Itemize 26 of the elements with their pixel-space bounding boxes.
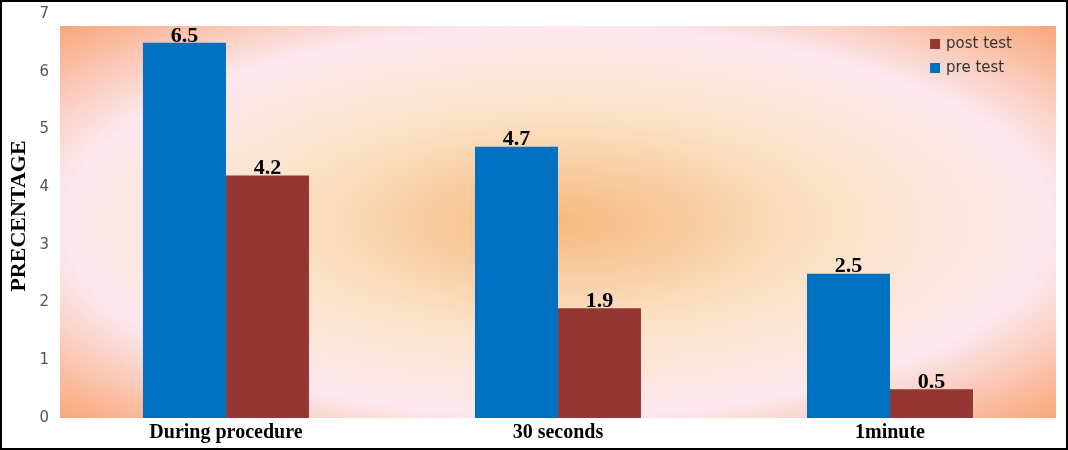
data-label: 6.5 [170, 21, 199, 47]
y-tick-label: 5 [39, 119, 49, 138]
bar [225, 175, 309, 418]
y-tick-label: 0 [39, 407, 49, 426]
data-label: 1.9 [585, 287, 614, 313]
y-tick-label: 2 [39, 292, 49, 311]
y-axis-title: PRECENTAGE [4, 140, 30, 292]
bar [806, 273, 890, 418]
y-tick-label: 7 [39, 3, 49, 22]
y-tick-label: 4 [39, 177, 49, 196]
data-label: 2.5 [834, 252, 863, 278]
data-label: 4.2 [253, 154, 282, 180]
bar [142, 42, 226, 418]
legend-label: post test [946, 33, 1013, 52]
x-tick-label: 30 seconds [512, 420, 604, 443]
y-tick-label: 3 [39, 234, 49, 253]
bar [474, 146, 558, 418]
data-label: 4.7 [502, 125, 531, 151]
legend-label: pre test [946, 57, 1005, 76]
bar [889, 389, 973, 418]
y-tick-label: 1 [39, 350, 49, 369]
data-label: 0.5 [917, 367, 946, 393]
bar [557, 308, 641, 418]
x-tick-label: During procedure [149, 420, 303, 444]
x-tick-label: 1minute [854, 420, 926, 443]
y-tick-label: 6 [39, 61, 49, 80]
